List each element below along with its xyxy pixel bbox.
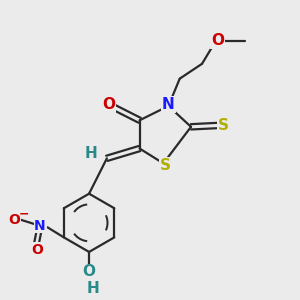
Text: S: S — [160, 158, 171, 173]
Text: −: − — [19, 208, 29, 221]
Text: N: N — [162, 97, 175, 112]
Text: H: H — [86, 281, 99, 296]
Text: N: N — [34, 219, 46, 233]
Text: O: O — [211, 33, 224, 48]
Text: H: H — [84, 146, 97, 161]
Text: S: S — [218, 118, 229, 133]
Text: O: O — [82, 264, 96, 279]
Text: O: O — [8, 213, 20, 227]
Text: O: O — [102, 97, 115, 112]
Text: O: O — [31, 243, 43, 256]
